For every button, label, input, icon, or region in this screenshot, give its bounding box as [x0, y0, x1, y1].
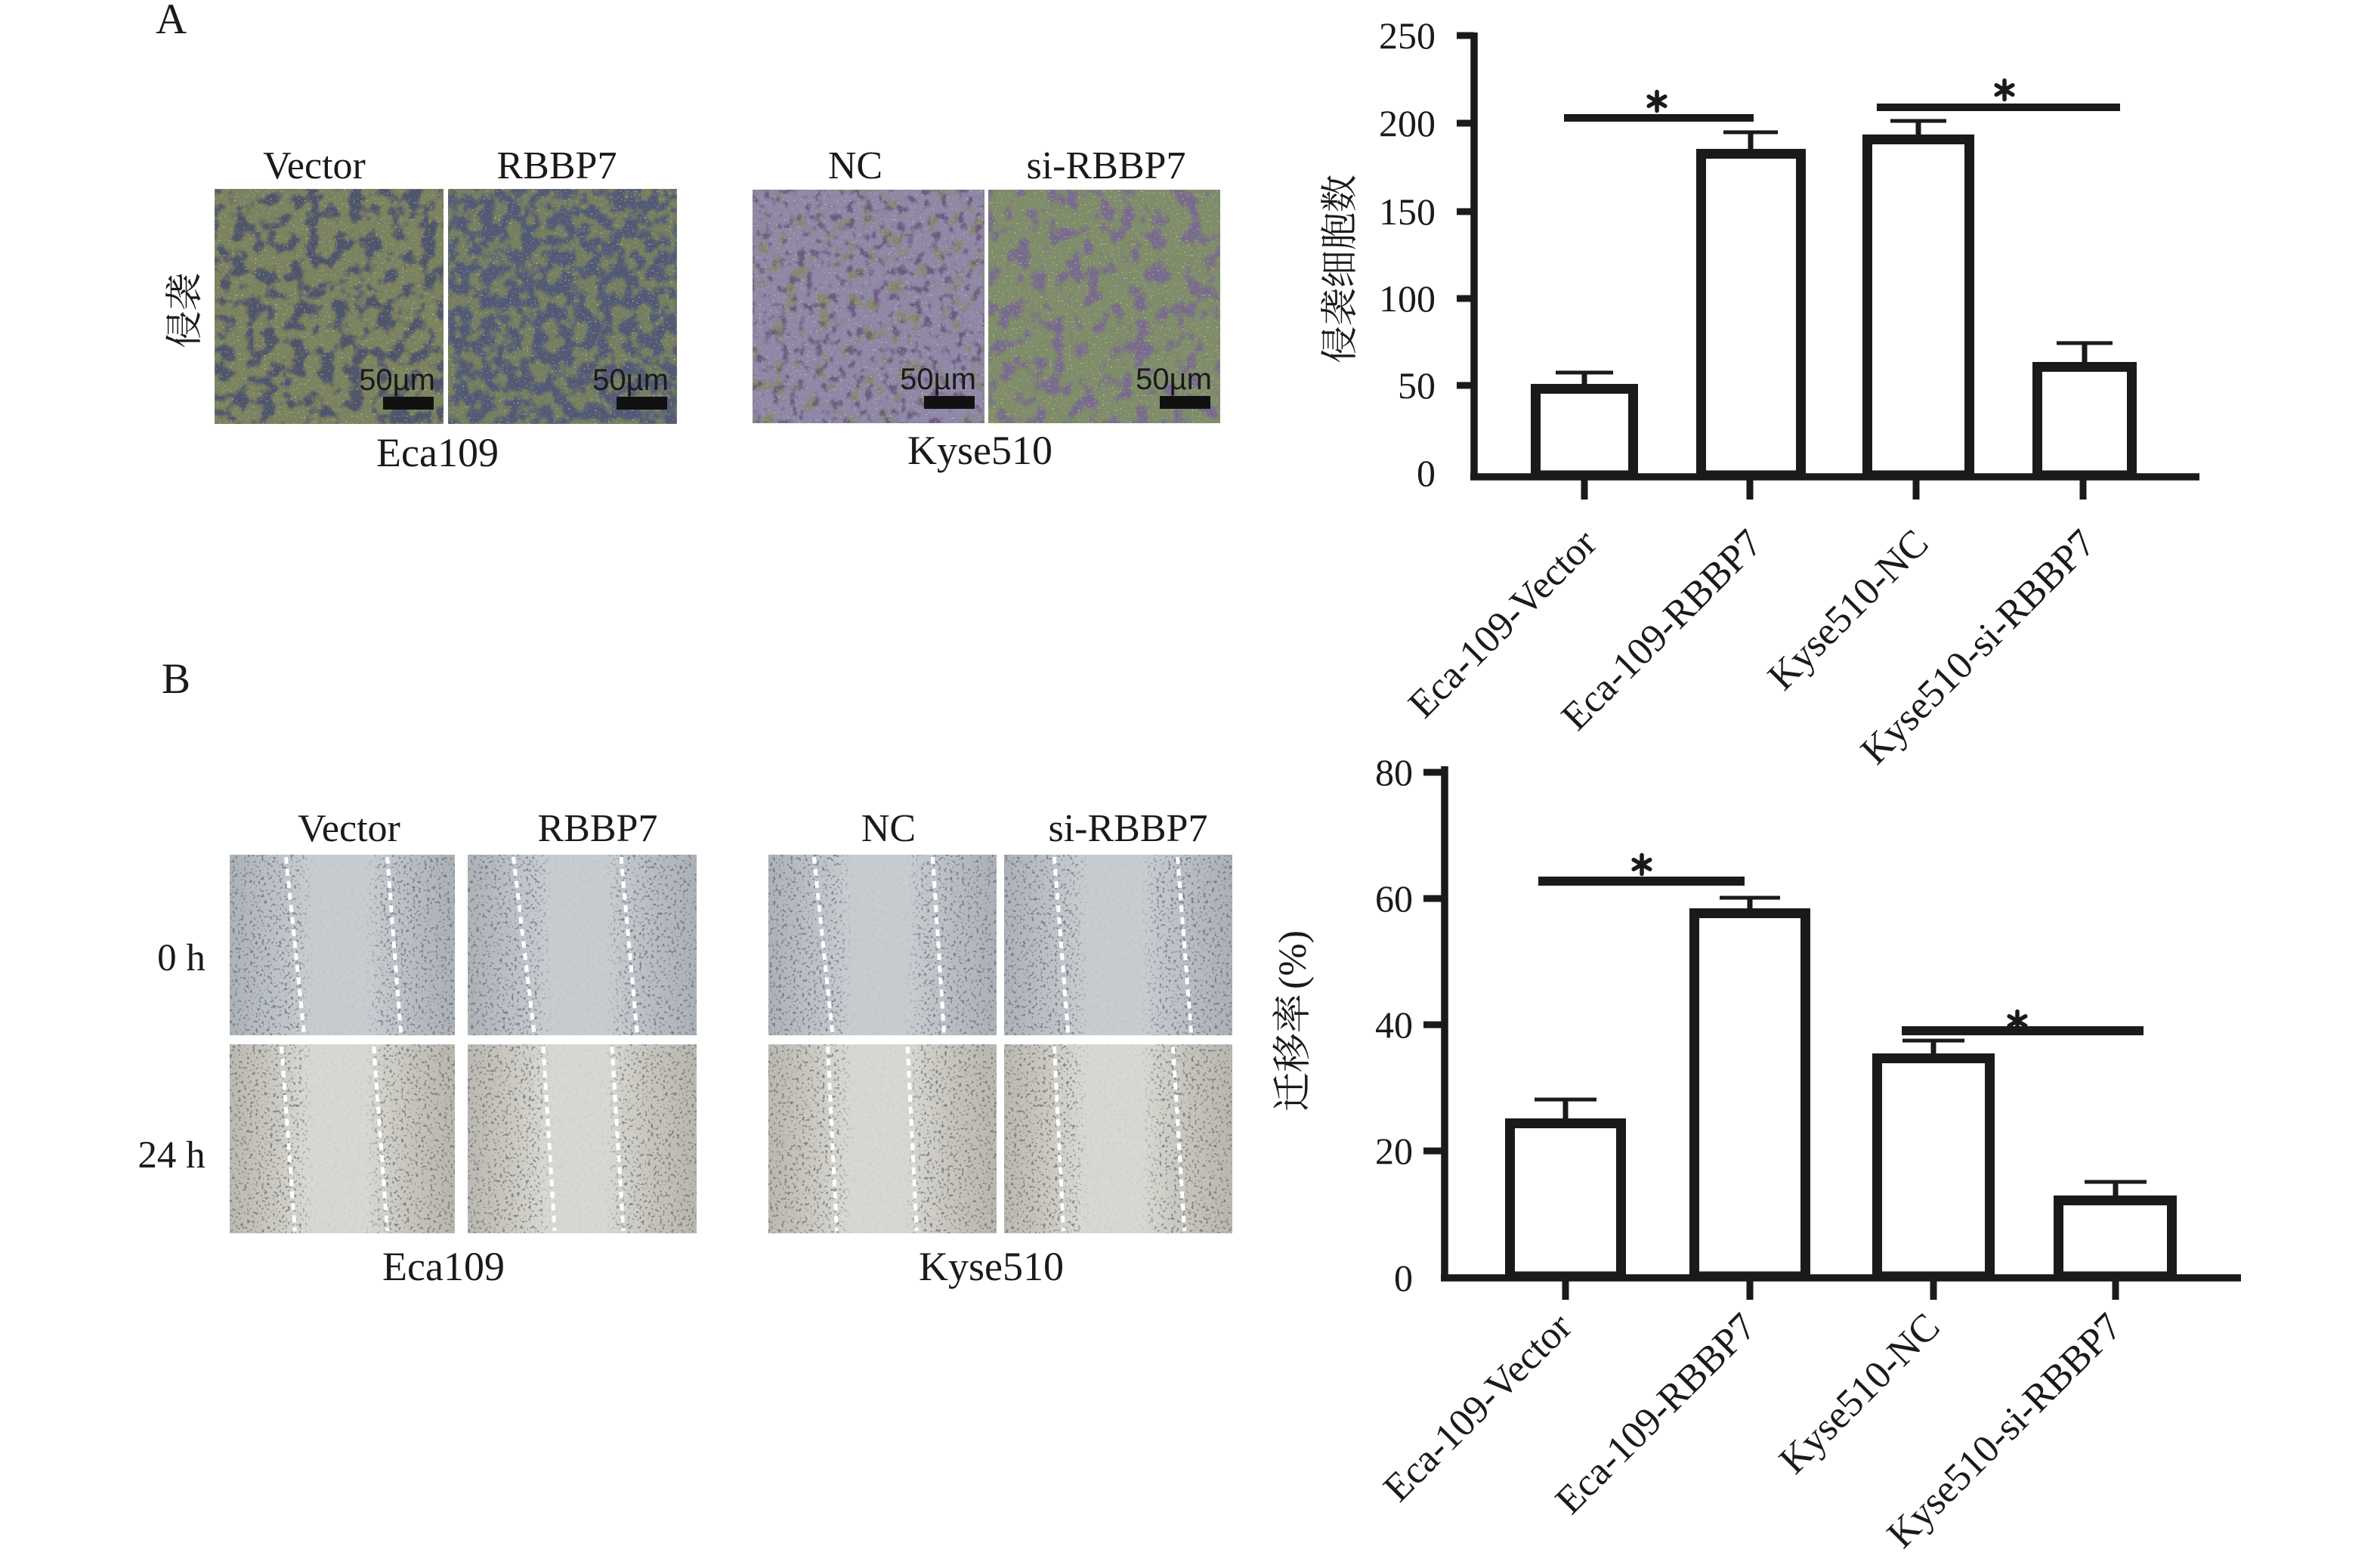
svg-text:Eca109: Eca109 — [382, 1244, 505, 1289]
svg-text:RBBP7: RBBP7 — [538, 807, 658, 850]
svg-text:(%): (%) — [1272, 930, 1315, 989]
svg-text:Vector: Vector — [263, 144, 366, 187]
svg-text:24 h: 24 h — [138, 1134, 205, 1177]
svg-text:50µm: 50µm — [592, 363, 669, 397]
svg-text:150: 150 — [1379, 190, 1436, 233]
svg-text:Vector: Vector — [298, 807, 400, 850]
svg-text:0 h: 0 h — [157, 937, 206, 979]
svg-text:A: A — [156, 0, 187, 43]
svg-text:40: 40 — [1375, 1004, 1413, 1046]
svg-text:RBBP7: RBBP7 — [497, 144, 617, 187]
svg-text:si-RBBP7: si-RBBP7 — [1049, 807, 1208, 850]
svg-text:200: 200 — [1379, 102, 1436, 144]
svg-text:Kyse510: Kyse510 — [919, 1244, 1064, 1289]
svg-text:50µm: 50µm — [1136, 363, 1212, 396]
svg-text:NC: NC — [828, 144, 882, 187]
svg-text:Eca109: Eca109 — [376, 430, 499, 475]
svg-text:si-RBBP7: si-RBBP7 — [1027, 144, 1186, 187]
svg-text:50µm: 50µm — [359, 363, 435, 397]
svg-text:80: 80 — [1375, 751, 1413, 793]
svg-text:50: 50 — [1398, 364, 1436, 407]
svg-text:B: B — [162, 655, 190, 703]
svg-text:0: 0 — [1394, 1257, 1413, 1299]
svg-text:250: 250 — [1379, 14, 1436, 57]
svg-text:100: 100 — [1379, 277, 1436, 320]
svg-text:NC: NC — [861, 807, 916, 850]
svg-text:20: 20 — [1375, 1130, 1413, 1172]
svg-text:60: 60 — [1375, 877, 1413, 920]
svg-text:Kyse510: Kyse510 — [907, 428, 1052, 473]
svg-text:0: 0 — [1417, 452, 1436, 494]
svg-text:50µm: 50µm — [900, 363, 976, 396]
